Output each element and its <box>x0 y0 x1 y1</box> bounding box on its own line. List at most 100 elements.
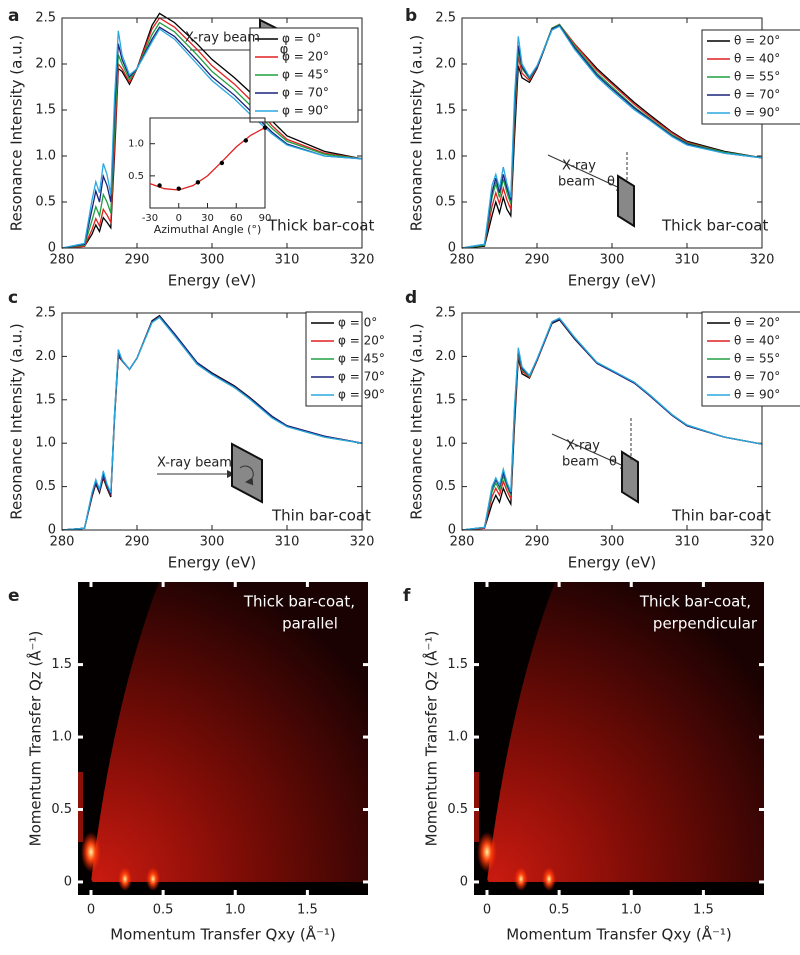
legend-label: φ = 20° <box>338 334 385 348</box>
x-tick-label: 1.0 <box>225 903 246 918</box>
annotation: Thin bar-coat <box>671 507 771 525</box>
y-tick-label: 2.0 <box>35 57 56 72</box>
inset-point <box>262 125 268 130</box>
inset-point <box>219 160 225 166</box>
bright-spot <box>514 867 528 891</box>
beamstop <box>474 876 764 895</box>
legend-label: φ = 20° <box>282 50 329 64</box>
x-tick-label: 280 <box>50 535 75 550</box>
x-tick-label: 320 <box>350 253 375 268</box>
y-axis-label: Resonance Intensity (a.u.) <box>8 323 26 519</box>
detector-image <box>78 582 368 895</box>
fit-line <box>149 127 266 191</box>
y-tick-label: 2.5 <box>435 11 456 26</box>
x-tick-label: 1.0 <box>621 903 642 918</box>
y-tick-label: 1.5 <box>447 657 468 672</box>
x-tick-label: 310 <box>675 535 700 550</box>
legend-label: θ = 70° <box>734 370 780 384</box>
edge-stripe <box>474 772 479 842</box>
y-tick-label: 0 <box>48 523 56 538</box>
x-tick-label: 300 <box>600 253 625 268</box>
y-tick-label: 2.0 <box>435 349 456 364</box>
y-tick-label: 1.5 <box>35 392 56 407</box>
x-tick-label: 300 <box>200 535 225 550</box>
x-tick-label: 310 <box>675 253 700 268</box>
annotation: θ <box>609 455 617 470</box>
y-tick-label: 0.5 <box>51 802 72 817</box>
y-tick-label: 2.0 <box>435 57 456 72</box>
legend-label: θ = 90° <box>734 106 780 120</box>
x-tick-label: 310 <box>275 535 300 550</box>
x-tick-label: 290 <box>525 253 550 268</box>
y-tick-label: 0.5 <box>435 479 456 494</box>
y-tick-label: 1.0 <box>35 436 56 451</box>
y-tick-label: 0 <box>460 874 468 889</box>
y-tick-label: 0 <box>64 874 72 889</box>
x-tick-label: 0.5 <box>153 903 174 918</box>
y-tick-label: 0 <box>48 241 56 256</box>
annotation: X-ray <box>566 439 600 454</box>
y-tick-label: 0.5 <box>35 479 56 494</box>
annotation: X-ray beam <box>185 31 260 46</box>
annotation: parallel <box>282 615 338 633</box>
y-tick-label: 0.5 <box>128 171 144 182</box>
x-tick-label: 0 <box>176 213 182 224</box>
detector-image <box>474 582 764 895</box>
y-axis-label: Momentum Transfer Qz (Å⁻¹) <box>422 631 441 847</box>
x-axis-label: Energy (eV) <box>568 272 656 290</box>
x-tick-label: 320 <box>750 535 775 550</box>
plot-frame <box>61 312 363 531</box>
bright-spot <box>477 832 497 872</box>
x-tick-label: 300 <box>200 253 225 268</box>
inset-x-label: Azimuthal Angle (°) <box>154 223 262 236</box>
x-tick-label: 1.5 <box>693 903 714 918</box>
panel-label: d <box>405 288 417 308</box>
annotation: X-ray <box>562 159 596 174</box>
x-axis-label: Energy (eV) <box>168 554 256 572</box>
x-tick-label: 30 <box>201 213 214 224</box>
legend-label: φ = 45° <box>282 68 329 82</box>
legend-label: φ = 0° <box>338 316 377 330</box>
plot-frame <box>461 17 763 249</box>
beamstop <box>78 876 368 895</box>
x-tick-label: 0 <box>87 903 95 918</box>
y-tick-label: 0.5 <box>447 802 468 817</box>
x-tick-label: 290 <box>125 535 150 550</box>
annotation: perpendicular <box>653 615 758 633</box>
y-tick-label: 1.0 <box>51 730 72 745</box>
panel-label: a <box>8 6 19 26</box>
y-tick-label: 2.5 <box>35 11 56 26</box>
annotation: Thick bar-coat, <box>243 593 355 611</box>
legend-label: φ = 70° <box>338 370 385 384</box>
x-tick-label: 320 <box>350 535 375 550</box>
plot-frame <box>461 312 763 531</box>
inset-point <box>157 183 162 188</box>
y-tick-label: 1.0 <box>435 149 456 164</box>
legend-label: φ = 90° <box>338 388 385 402</box>
annotation: φ <box>280 43 289 58</box>
x-tick-label: 290 <box>125 253 150 268</box>
bright-spot <box>146 867 160 891</box>
series-line <box>461 24 763 249</box>
annotation: beam <box>558 175 595 190</box>
x-tick-label: 0 <box>483 903 491 918</box>
panel-label: b <box>405 6 417 26</box>
series-line <box>461 23 763 249</box>
legend-label: θ = 40° <box>734 334 780 348</box>
x-tick-label: 280 <box>450 535 475 550</box>
annotation: Thick bar-coat <box>267 217 374 235</box>
y-axis-label: Resonance Intensity (a.u.) <box>8 35 26 231</box>
x-tick-label: -30 <box>142 213 158 224</box>
x-tick-label: 280 <box>450 253 475 268</box>
x-axis-label: Momentum Transfer Qxy (Å⁻¹) <box>110 925 336 944</box>
inset-point <box>176 186 181 191</box>
scattering-region <box>91 582 368 882</box>
legend-label: θ = 55° <box>734 352 780 366</box>
x-tick-label: 60 <box>230 213 243 224</box>
panel-label: c <box>8 288 18 308</box>
edge-stripe <box>78 772 83 842</box>
legend-label: θ = 70° <box>734 88 780 102</box>
y-tick-label: 1.0 <box>35 149 56 164</box>
inset-frame <box>149 117 266 209</box>
